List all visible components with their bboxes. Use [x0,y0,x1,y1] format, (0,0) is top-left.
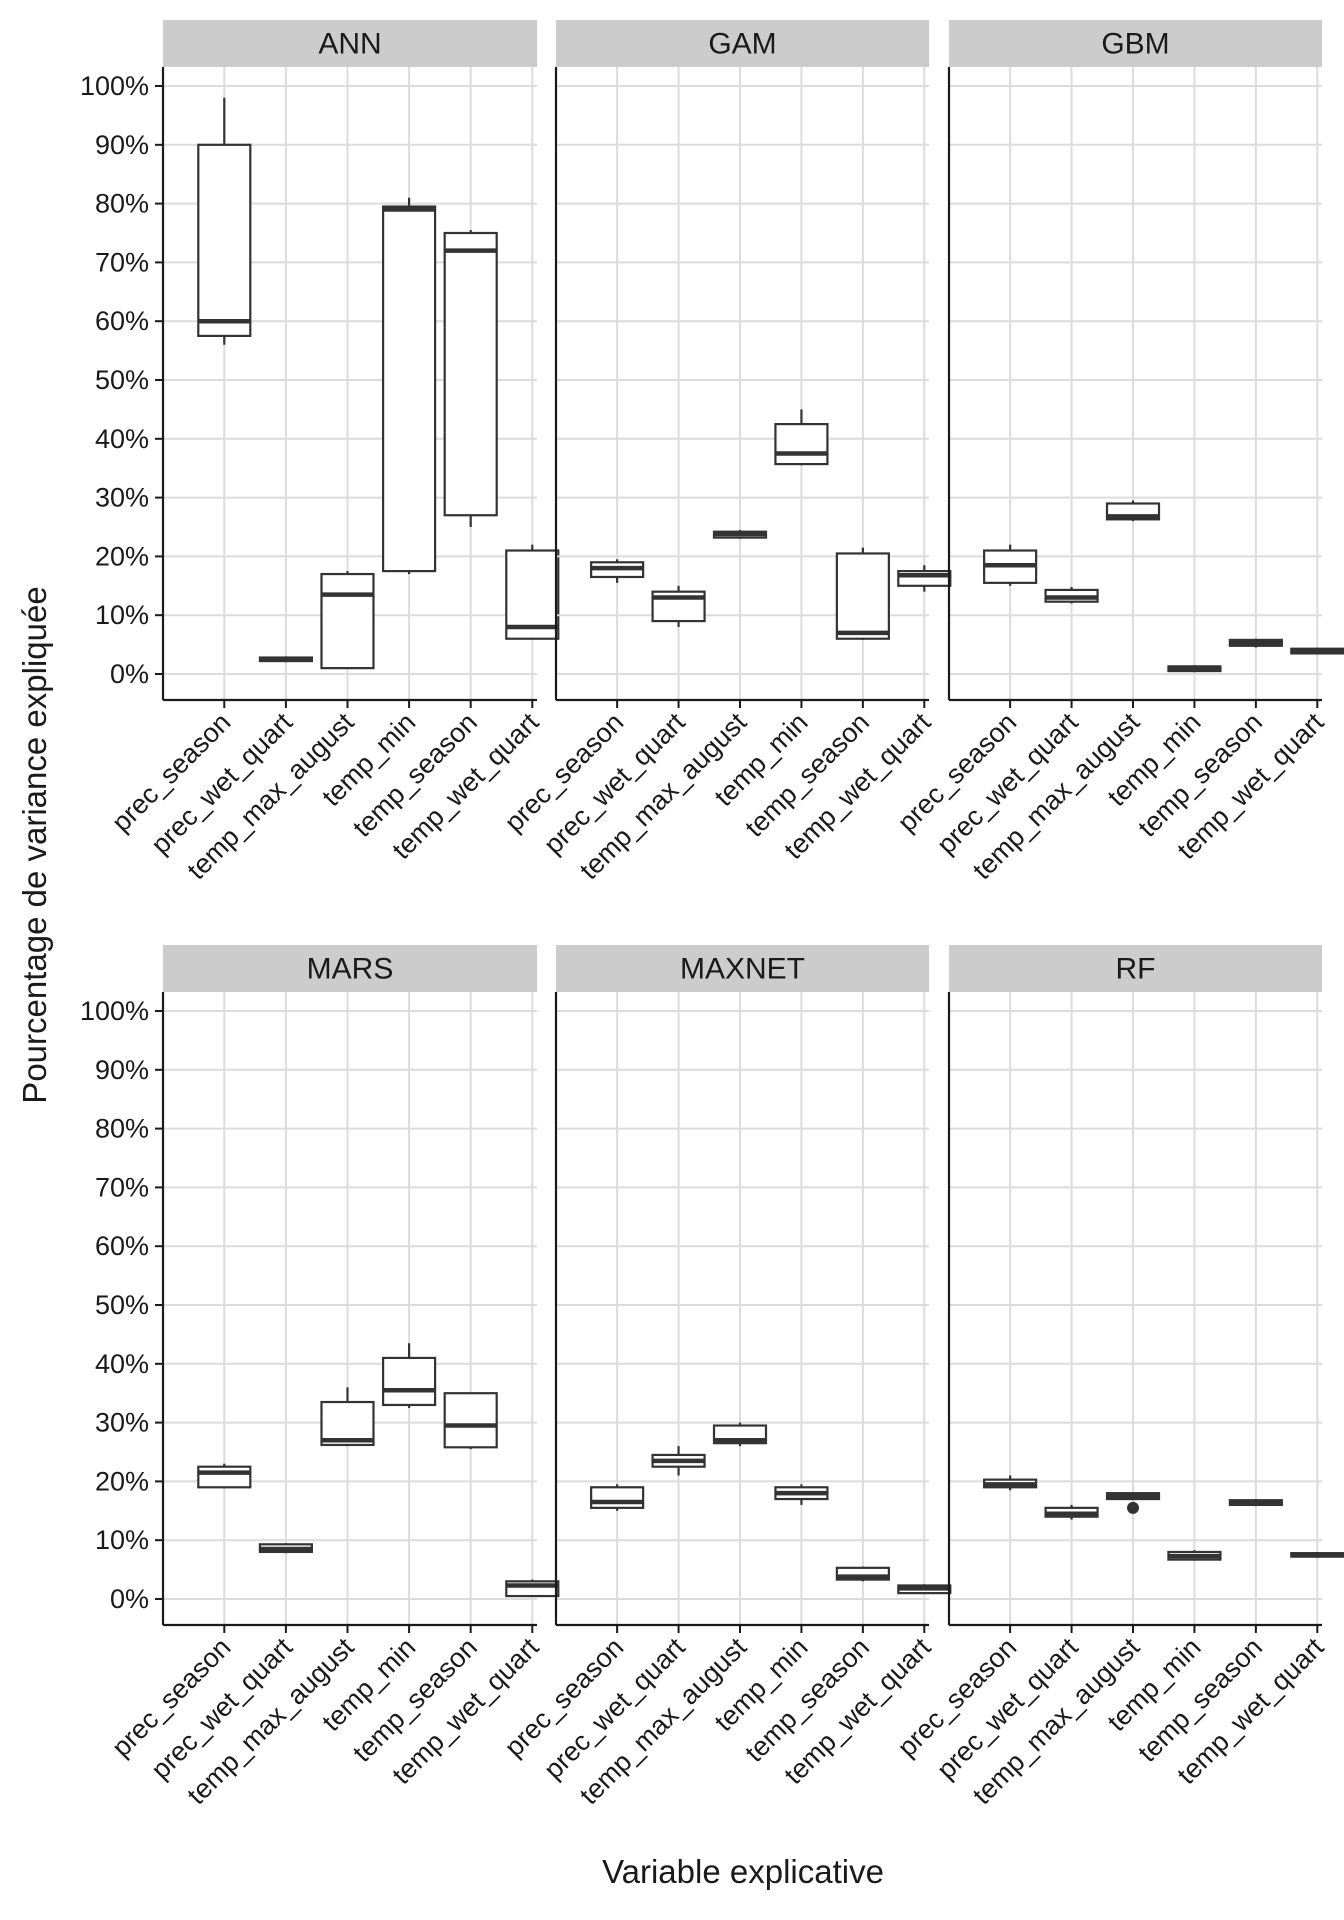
box-temp_min [774,409,829,466]
strip-background [556,20,929,67]
box-prec_season [197,1463,252,1489]
box-iqr [381,205,437,573]
box-temp_season [1228,638,1283,648]
box-temp_min [1167,665,1222,673]
y-tick-label: 10% [95,1525,149,1555]
panel-ann: ANN0%10%20%30%40%50%60%70%80%90%100%prec… [80,20,560,885]
box-temp_wet_quart [897,565,952,592]
box-iqr [197,1465,252,1489]
box-prec_wet_quart [258,656,313,663]
box-iqr [197,143,252,338]
box-temp_wet_quart [505,1579,560,1598]
y-tick-label: 0% [110,1584,149,1614]
strip-label: MARS [307,953,394,986]
box-iqr [835,552,890,640]
box-temp_max_august [712,529,768,539]
strip-background [556,945,929,992]
y-tick-label: 10% [95,600,149,630]
y-tick-label: 90% [95,130,149,160]
box-temp_season [443,230,498,527]
y-tick-label: 40% [95,424,149,454]
box-temp_max_august [320,1387,375,1447]
panel-maxnet: MAXNETprec_seasonprec_wet_quarttemp_max_… [499,945,952,1810]
strip-label: MAXNET [680,953,805,986]
strip-label: GBM [1101,28,1169,61]
strip-label: GAM [708,28,776,61]
box-prec_season [983,544,1038,586]
x-axis-title: Variable explicative [602,1853,884,1890]
box-prec_season [983,1475,1038,1491]
y-tick-label: 100% [80,996,149,1026]
box-temp_max_august [320,571,375,670]
panels-layer: ANN0%10%20%30%40%50%60%70%80%90%100%prec… [80,20,1344,1810]
strip-background [949,20,1322,67]
y-tick-label: 30% [95,1408,149,1438]
strip-background [949,945,1322,992]
box-iqr [505,549,560,640]
box-prec_wet_quart [258,1543,313,1554]
box-prec_wet_quart [651,1446,706,1476]
box-temp_wet_quart [1290,647,1344,655]
strip-background [163,20,537,67]
box-temp_season [443,1392,498,1450]
box-iqr [835,1566,890,1581]
y-tick-label: 20% [95,1466,149,1496]
y-tick-label: 80% [95,1114,149,1144]
box-temp_min [381,1343,437,1408]
y-tick-label: 70% [95,1172,149,1202]
box-iqr [443,231,498,517]
box-iqr [443,1392,498,1449]
box-iqr [590,1486,645,1509]
box-temp_season [835,1566,890,1582]
box-temp_season [835,547,890,640]
outlier-point [1127,1501,1140,1514]
strip-background [163,945,537,992]
box-temp_max_august [1105,500,1161,522]
y-axis-title: Pourcentage de variance expliquée [16,586,53,1103]
box-prec_wet_quart [1044,1504,1099,1520]
panel-gbm: GBMprec_seasonprec_wet_quarttemp_max_aug… [892,20,1344,885]
box-iqr [774,423,829,466]
box-prec_wet_quart [1044,586,1099,604]
y-tick-label: 60% [95,1231,149,1261]
box-iqr [381,1356,437,1407]
y-tick-label: 20% [95,541,149,571]
y-tick-label: 30% [95,483,149,513]
box-prec_wet_quart [651,585,706,627]
y-tick-label: 50% [95,1290,149,1320]
y-tick-label: 90% [95,1055,149,1085]
y-tick-label: 50% [95,365,149,395]
box-prec_season [197,97,252,345]
box-temp_max_august [1105,1492,1161,1514]
y-tick-label: 0% [110,659,149,689]
box-iqr [320,572,375,670]
box-temp_wet_quart [505,544,560,640]
strip-label: RF [1116,953,1156,986]
box-temp_season [1228,1499,1283,1507]
y-tick-label: 40% [95,1349,149,1379]
strip-label: ANN [318,28,381,61]
box-temp_wet_quart [1290,1551,1344,1558]
box-temp_max_august [712,1422,768,1447]
panel-rf: RFprec_seasonprec_wet_quarttemp_max_augu… [892,945,1344,1810]
box-temp_wet_quart [897,1584,952,1595]
box-prec_season [590,559,645,583]
box-temp_min [1167,1550,1222,1561]
box-temp_min [381,197,437,575]
panel-gam: GAMprec_seasonprec_wet_quarttemp_max_aug… [499,20,952,885]
y-tick-label: 100% [80,71,149,101]
box-prec_season [590,1484,645,1511]
box-temp_min [774,1484,829,1505]
y-tick-label: 80% [95,189,149,219]
panel-mars: MARS0%10%20%30%40%50%60%70%80%90%100%pre… [80,945,560,1810]
y-tick-label: 60% [95,306,149,336]
y-tick-label: 70% [95,247,149,277]
box-iqr [320,1400,375,1447]
